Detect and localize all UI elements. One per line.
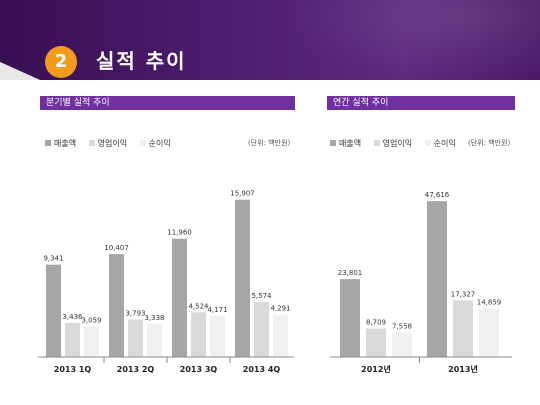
- data-label-net-profit: 3,059: [81, 317, 101, 325]
- data-label-operating-profit: 5,574: [251, 292, 272, 300]
- data-label-revenue: 47,616: [425, 191, 450, 199]
- legend-swatch-operating-profit: [88, 140, 95, 146]
- quarterly-unit-label: (단위: 백만원): [248, 139, 291, 147]
- data-label-revenue: 11,960: [167, 229, 192, 237]
- legend-swatch-revenue: [330, 140, 336, 146]
- header-gloss: [280, 0, 540, 80]
- data-label-operating-profit: 8,709: [366, 318, 386, 326]
- data-label-revenue: 15,907: [230, 190, 255, 198]
- legend-label: 순이익: [148, 139, 171, 148]
- data-label-net-profit: 4,171: [207, 306, 227, 314]
- data-label-net-profit: 3,338: [144, 314, 164, 322]
- legend-label: 순이익: [433, 139, 456, 148]
- bar-operating-profit: [65, 323, 80, 357]
- bar-revenue: [46, 264, 61, 357]
- bar-net-profit: [210, 315, 225, 357]
- legend-item-net-profit: 순이익: [424, 138, 456, 149]
- category-label: 2013년: [448, 364, 478, 374]
- bar-revenue: [427, 201, 447, 357]
- bar-revenue: [172, 238, 187, 357]
- quarterly-section-title: 분기별 실적 추이: [40, 96, 295, 110]
- data-label-revenue: 23,801: [338, 269, 363, 277]
- legend-item-operating-profit: 영업이익: [373, 138, 413, 149]
- bar-operating-profit: [453, 300, 473, 357]
- legend-label: 영업이익: [382, 139, 413, 148]
- legend-label: 매출액: [339, 139, 362, 148]
- bar-revenue: [340, 279, 360, 357]
- legend-item-operating-profit: 영업이익: [88, 138, 128, 149]
- legend-swatch-net-profit: [424, 140, 431, 146]
- legend-item-revenue: 매출액: [330, 138, 361, 149]
- data-label-net-profit: 4,291: [270, 305, 290, 313]
- bar-net-profit: [479, 308, 499, 357]
- legend-swatch-revenue: [45, 140, 51, 146]
- legend-item-net-profit: 순이익: [139, 138, 171, 149]
- legend-swatch-operating-profit: [373, 140, 380, 146]
- bar-operating-profit: [128, 319, 143, 357]
- data-label-operating-profit: 17,327: [451, 290, 476, 298]
- category-label: 2013 3Q: [180, 365, 218, 374]
- legend-label: 매출액: [54, 139, 77, 148]
- bar-net-profit: [84, 326, 99, 357]
- annual-section-title: 연간 실적 추이: [327, 96, 515, 110]
- category-label: 2013 2Q: [117, 365, 155, 374]
- annual-legend: 매출액 영업이익 순이익: [330, 138, 466, 149]
- data-label-net-profit: 14,859: [477, 298, 502, 306]
- bar-revenue: [235, 199, 250, 357]
- header-fold-decoration: [0, 0, 540, 80]
- bar-net-profit: [392, 332, 412, 357]
- header-banner: [0, 0, 540, 80]
- data-label-operating-profit: 4,524: [188, 302, 209, 310]
- page-title: 실적 추이: [96, 49, 187, 73]
- data-label-operating-profit: 3,436: [62, 313, 83, 321]
- category-label: 2013 1Q: [54, 365, 92, 374]
- annual-unit-label: (단위: 백만원): [468, 139, 511, 147]
- category-label: 2013 4Q: [243, 365, 281, 374]
- legend-item-revenue: 매출액: [45, 138, 76, 149]
- bar-operating-profit: [254, 301, 269, 357]
- legend-swatch-net-profit: [139, 140, 146, 146]
- bar-net-profit: [273, 314, 288, 357]
- data-label-net-profit: 7,558: [392, 322, 412, 330]
- bar-revenue: [109, 254, 124, 357]
- data-label-revenue: 9,341: [43, 255, 63, 263]
- bar-net-profit: [147, 323, 162, 357]
- bar-operating-profit: [366, 328, 386, 357]
- data-label-revenue: 10,407: [104, 244, 129, 252]
- data-label-operating-profit: 3,793: [125, 309, 145, 317]
- section-number-badge: 2: [45, 46, 77, 78]
- quarterly-legend: 매출액 영업이익 순이익: [45, 138, 181, 149]
- bar-operating-profit: [191, 312, 206, 357]
- legend-label: 영업이익: [97, 139, 128, 148]
- category-label: 2012년: [361, 364, 391, 374]
